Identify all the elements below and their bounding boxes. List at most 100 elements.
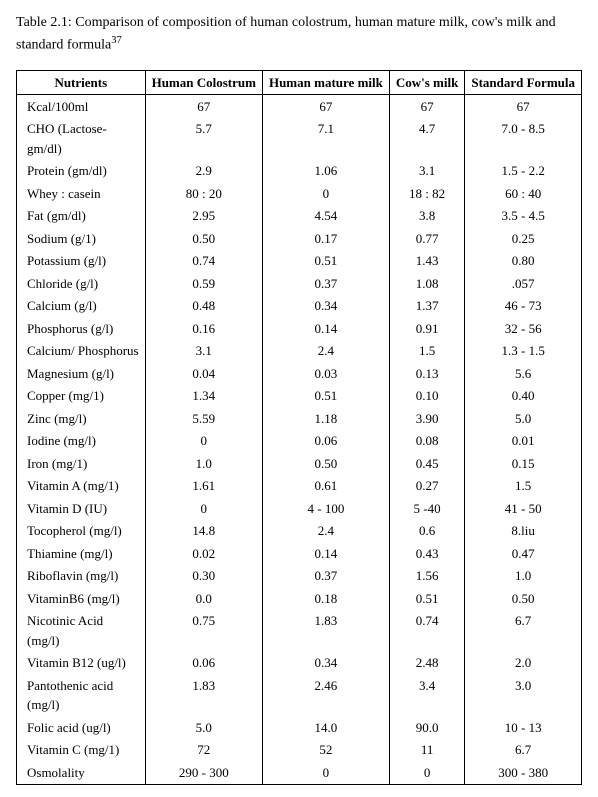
- table-row: Folic acid (ug/l)5.014.090.010 - 13: [17, 716, 582, 739]
- table-cell: 0.77: [389, 227, 464, 250]
- table-cell: 3.4: [389, 674, 464, 716]
- table-cell: 0.91: [389, 317, 464, 340]
- table-cell: 0.51: [389, 587, 464, 610]
- table-cell: 0: [262, 182, 389, 205]
- table-cell: Riboflavin (mg/l): [17, 565, 146, 588]
- table-cell: CHO (Lactose- gm/dl): [17, 118, 146, 160]
- table-cell: 4.54: [262, 205, 389, 228]
- table-cell: 3.8: [389, 205, 464, 228]
- table-row: Pantothenic acid (mg/l)1.832.463.43.0: [17, 674, 582, 716]
- table-cell: 0.34: [262, 295, 389, 318]
- caption-text: Table 2.1: Comparison of composition of …: [16, 15, 556, 53]
- table-cell: 0.14: [262, 542, 389, 565]
- table-cell: 0: [389, 761, 464, 784]
- table-row: Whey : casein80 : 20018 : 8260 : 40: [17, 182, 582, 205]
- table-cell: 5.0: [145, 716, 262, 739]
- table-cell: 0.01: [465, 430, 582, 453]
- table-row: Iron (mg/1)1.00.500.450.15: [17, 452, 582, 475]
- table-cell: 0.45: [389, 452, 464, 475]
- table-cell: .057: [465, 272, 582, 295]
- table-cell: 3.0: [465, 674, 582, 716]
- table-cell: 67: [262, 95, 389, 118]
- table-cell: 0.06: [145, 652, 262, 675]
- table-cell: 2.9: [145, 160, 262, 183]
- table-cell: 1.43: [389, 250, 464, 273]
- table-cell: 0.18: [262, 587, 389, 610]
- table-row: Thiamine (mg/l)0.020.140.430.47: [17, 542, 582, 565]
- table-cell: 5 -40: [389, 497, 464, 520]
- table-cell: 0.50: [465, 587, 582, 610]
- table-cell: 1.06: [262, 160, 389, 183]
- table-cell: 1.3 - 1.5: [465, 340, 582, 363]
- table-cell: 14.8: [145, 520, 262, 543]
- table-cell: 5.0: [465, 407, 582, 430]
- table-cell: 0.04: [145, 362, 262, 385]
- table-cell: 67: [145, 95, 262, 118]
- table-cell: 4 - 100: [262, 497, 389, 520]
- table-cell: 7.0 - 8.5: [465, 118, 582, 160]
- table-cell: 5.7: [145, 118, 262, 160]
- table-cell: 1.34: [145, 385, 262, 408]
- table-cell: 0.47: [465, 542, 582, 565]
- table-cell: 300 - 380: [465, 761, 582, 784]
- table-cell: 0.50: [262, 452, 389, 475]
- table-cell: 0.30: [145, 565, 262, 588]
- table-cell: 0.48: [145, 295, 262, 318]
- table-cell: Vitamin C (mg/1): [17, 739, 146, 762]
- table-cell: 80 : 20: [145, 182, 262, 205]
- table-cell: 0: [262, 761, 389, 784]
- table-row: Zinc (mg/l)5.591.183.905.0: [17, 407, 582, 430]
- table-row: Sodium (g/1)0.500.170.770.25: [17, 227, 582, 250]
- table-cell: 52: [262, 739, 389, 762]
- table-cell: 0.59: [145, 272, 262, 295]
- table-cell: 0.51: [262, 250, 389, 273]
- table-cell: Iron (mg/1): [17, 452, 146, 475]
- table-cell: 1.0: [145, 452, 262, 475]
- table-cell: 0.25: [465, 227, 582, 250]
- table-cell: 0.50: [145, 227, 262, 250]
- col-header-cow: Cow's milk: [389, 70, 464, 95]
- table-cell: 0.15: [465, 452, 582, 475]
- table-cell: 4.7: [389, 118, 464, 160]
- table-cell: 1.08: [389, 272, 464, 295]
- table-cell: 46 - 73: [465, 295, 582, 318]
- table-cell: 18 : 82: [389, 182, 464, 205]
- table-cell: 0.34: [262, 652, 389, 675]
- table-cell: 1.37: [389, 295, 464, 318]
- table-cell: 0.08: [389, 430, 464, 453]
- table-cell: 0.75: [145, 610, 262, 652]
- table-cell: 1.83: [145, 674, 262, 716]
- table-cell: 0.37: [262, 565, 389, 588]
- table-row: VitaminB6 (mg/l)0.00.180.510.50: [17, 587, 582, 610]
- table-row: Nicotinic Acid (mg/l)0.751.830.746.7: [17, 610, 582, 652]
- table-cell: 0.02: [145, 542, 262, 565]
- table-cell: 2.0: [465, 652, 582, 675]
- table-cell: 5.6: [465, 362, 582, 385]
- table-cell: 0.80: [465, 250, 582, 273]
- caption-superscript: 37: [111, 35, 122, 46]
- col-header-mature: Human mature milk: [262, 70, 389, 95]
- table-cell: 0.03: [262, 362, 389, 385]
- table-row: Calcium (g/l)0.480.341.3746 - 73: [17, 295, 582, 318]
- table-cell: Folic acid (ug/l): [17, 716, 146, 739]
- table-row: Magnesium (g/l)0.040.030.135.6: [17, 362, 582, 385]
- table-cell: 60 : 40: [465, 182, 582, 205]
- table-cell: 0.61: [262, 475, 389, 498]
- table-caption: Table 2.1: Comparison of composition of …: [16, 12, 582, 56]
- table-cell: 1.61: [145, 475, 262, 498]
- table-cell: 6.7: [465, 610, 582, 652]
- table-cell: Sodium (g/1): [17, 227, 146, 250]
- table-cell: 0.14: [262, 317, 389, 340]
- table-cell: 0.06: [262, 430, 389, 453]
- table-row: Calcium/ Phosphorus3.12.41.51.3 - 1.5: [17, 340, 582, 363]
- table-row: Fat (gm/dl)2.954.543.83.5 - 4.5: [17, 205, 582, 228]
- col-header-colostrum: Human Colostrum: [145, 70, 262, 95]
- table-row: Copper (mg/1)1.340.510.100.40: [17, 385, 582, 408]
- table-cell: 0.40: [465, 385, 582, 408]
- table-row: Phosphorus (g/l)0.160.140.9132 - 56: [17, 317, 582, 340]
- table-cell: 2.48: [389, 652, 464, 675]
- table-cell: 32 - 56: [465, 317, 582, 340]
- table-cell: 0.27: [389, 475, 464, 498]
- table-cell: Vitamin D (IU): [17, 497, 146, 520]
- table-cell: 3.1: [145, 340, 262, 363]
